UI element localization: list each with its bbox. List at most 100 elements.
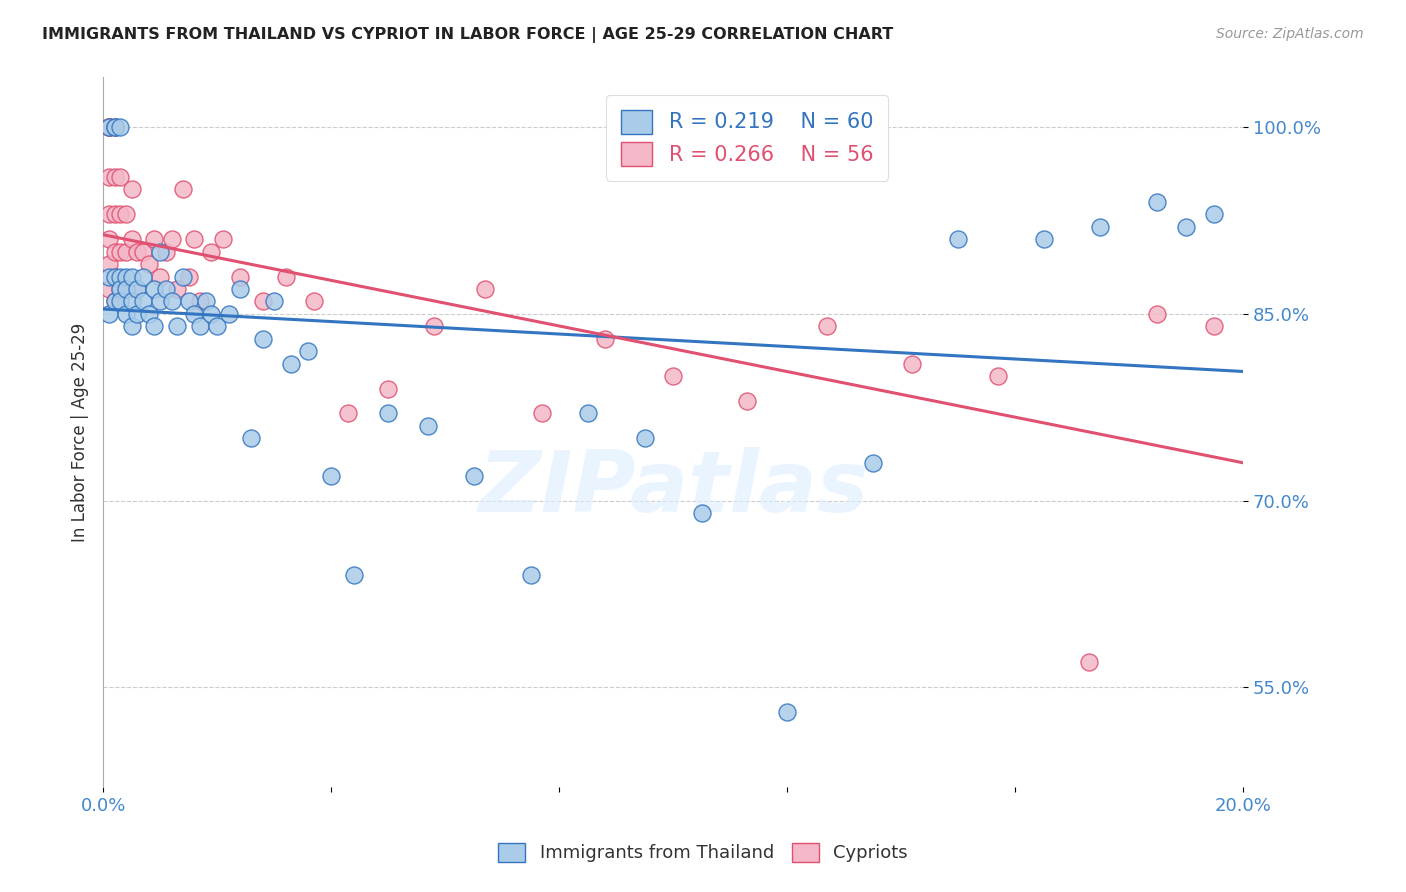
Point [183,307,205,321]
Point [115,307,138,321]
Point [416,418,439,433]
Point [103,244,125,259]
Point [97,120,120,135]
Point [132,294,155,309]
Point [463,468,485,483]
Point [121,319,143,334]
Point [97,269,120,284]
Point [211,232,233,246]
Point [1175,219,1198,234]
Point [987,369,1010,384]
Point [297,344,319,359]
Point [662,369,685,384]
Point [1146,194,1168,209]
Point [97,120,120,135]
Point [1032,232,1054,246]
Point [343,568,366,582]
Point [901,357,924,371]
Point [200,307,222,321]
Point [1090,219,1112,234]
Point [166,319,188,334]
Point [576,407,599,421]
Point [97,232,120,246]
Point [110,207,132,221]
Point [143,319,166,334]
Point [103,269,125,284]
Point [127,307,149,321]
Point [946,232,969,246]
Point [132,244,155,259]
Point [103,207,125,221]
Point [97,169,120,184]
Point [205,319,228,334]
Point [121,294,143,309]
Point [97,120,120,135]
Point [143,282,166,296]
Point [110,282,132,296]
Point [127,282,149,296]
Y-axis label: In Labor Force | Age 25-29: In Labor Force | Age 25-29 [72,323,89,541]
Point [103,120,125,135]
Point [776,705,799,719]
Point [735,394,758,409]
Point [274,269,297,284]
Point [97,207,120,221]
Point [1204,319,1226,334]
Point [103,269,125,284]
Point [115,207,138,221]
Point [280,357,302,371]
Point [155,282,177,296]
Point [200,244,222,259]
Point [127,244,149,259]
Legend: R = 0.219    N = 60, R = 0.266    N = 56: R = 0.219 N = 60, R = 0.266 N = 56 [606,95,889,180]
Point [377,407,399,421]
Point [172,269,194,284]
Point [263,294,285,309]
Point [110,244,132,259]
Point [110,169,132,184]
Point [121,232,143,246]
Point [97,282,120,296]
Point [633,431,655,445]
Point [172,182,194,196]
Text: Source: ZipAtlas.com: Source: ZipAtlas.com [1216,27,1364,41]
Point [177,269,200,284]
Point [110,120,132,135]
Point [218,307,240,321]
Point [229,282,252,296]
Point [103,294,125,309]
Point [188,294,211,309]
Point [229,269,252,284]
Point [97,120,120,135]
Point [593,332,616,346]
Point [422,319,444,334]
Point [177,294,200,309]
Point [138,257,160,271]
Point [110,294,132,309]
Point [149,269,172,284]
Point [138,307,160,321]
Point [103,294,125,309]
Point [183,232,205,246]
Point [110,282,132,296]
Point [302,294,325,309]
Point [188,319,211,334]
Point [252,294,274,309]
Point [690,506,713,520]
Point [103,120,125,135]
Point [127,282,149,296]
Point [160,294,183,309]
Point [103,120,125,135]
Point [149,294,172,309]
Point [252,332,274,346]
Legend: Immigrants from Thailand, Cypriots: Immigrants from Thailand, Cypriots [491,836,915,870]
Point [240,431,263,445]
Point [377,382,399,396]
Point [115,269,138,284]
Point [155,244,177,259]
Point [149,244,172,259]
Point [143,232,166,246]
Point [132,269,155,284]
Text: ZIPatlas: ZIPatlas [478,448,868,531]
Point [121,182,143,196]
